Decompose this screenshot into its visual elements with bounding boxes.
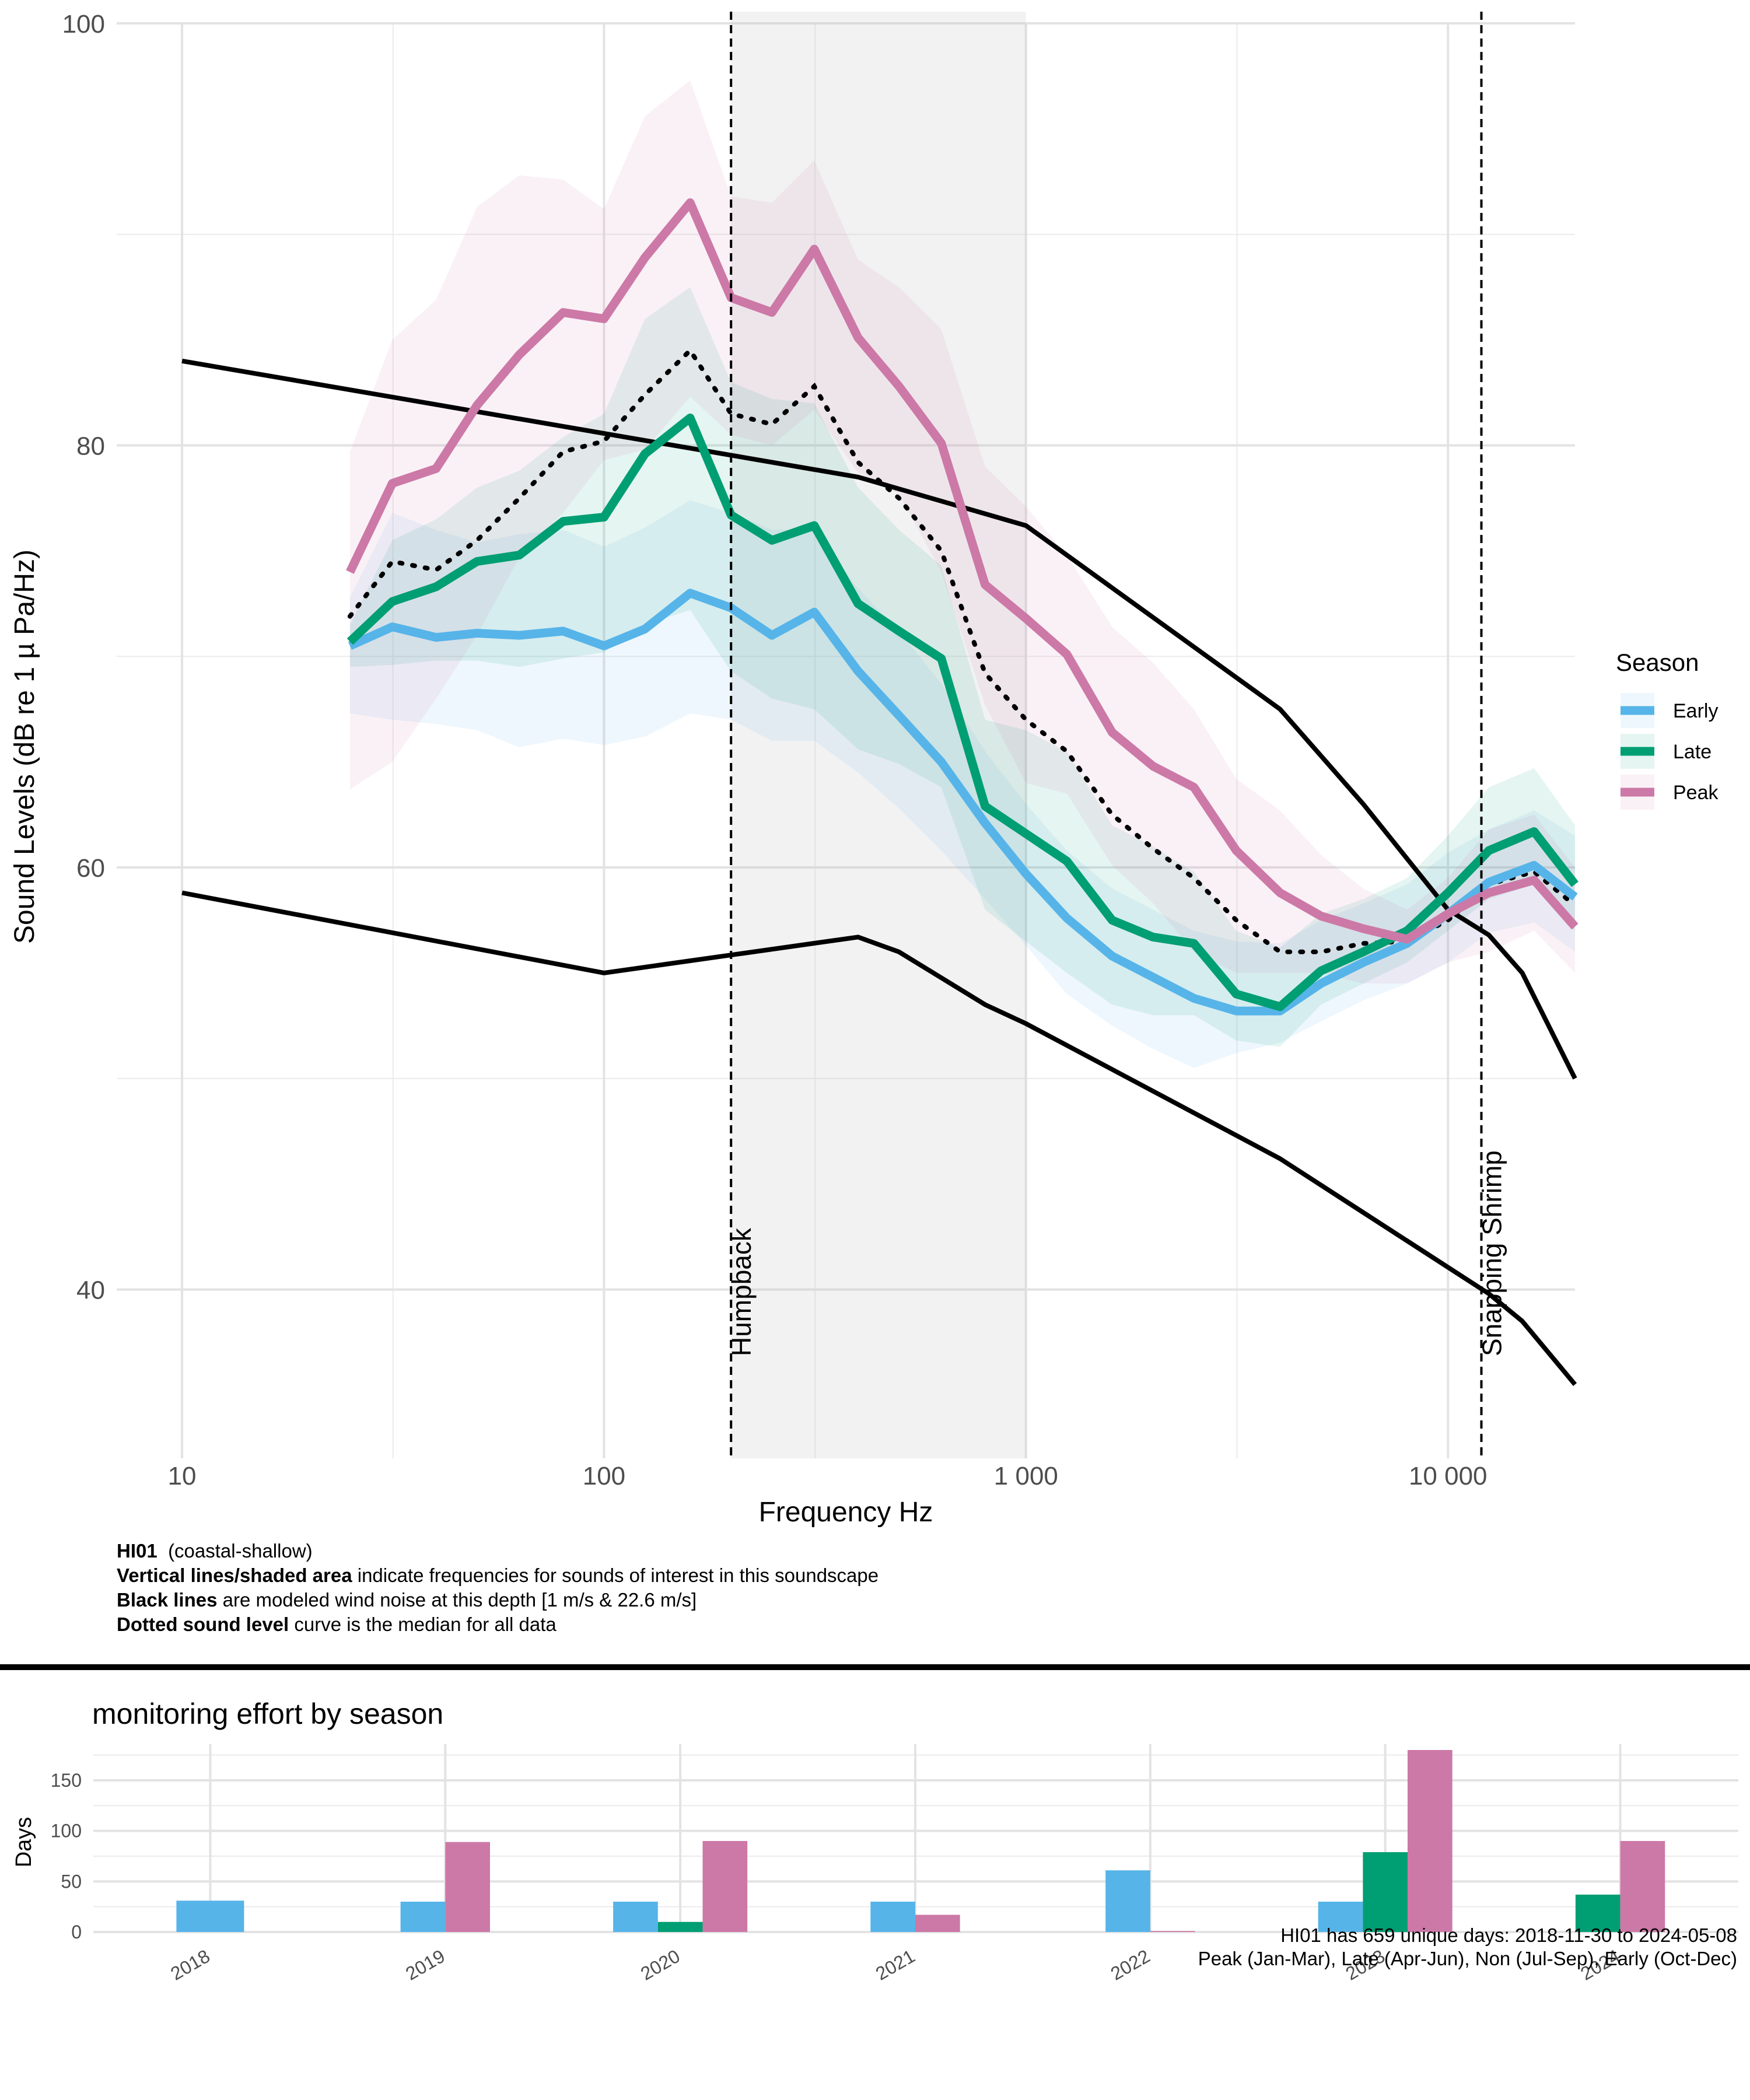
sound-of-interest-band: [731, 12, 1026, 1458]
footer-line-1: HI01 has 659 unique days: 2018-11-30 to …: [1280, 1924, 1737, 1946]
bar-2022-peak: [1150, 1931, 1195, 1932]
ribbon-late: [349, 287, 1576, 1047]
spectrum-panel: Humpback Snapping Shrimp 40 60 80 100 10 100 1 …: [9, 10, 1578, 1528]
caption-line-2-text: are modeled wind noise at this depth [1 …: [217, 1589, 697, 1611]
vertical-markers: Humpback Snapping Shrimp: [726, 12, 1507, 1458]
caption-line-2-bold: Black lines: [117, 1589, 218, 1611]
figure-caption: HI01 (coastal-shallow) Vertical lines/sh…: [117, 1539, 878, 1637]
wind-noise-line-22-6-m-s: [181, 358, 1577, 1080]
bar-2024-late: [1575, 1894, 1620, 1932]
bar-2023-late: [1363, 1852, 1408, 1932]
series-line-early: [348, 589, 1578, 1016]
bar-2021-early: [870, 1902, 915, 1932]
spectrum-grid: [117, 22, 1575, 1458]
bar-2020-peak: [702, 1841, 748, 1932]
series-line-late: [346, 414, 1578, 1012]
bar-2024-peak: [1620, 1841, 1665, 1932]
bar-2023-early: [1318, 1902, 1363, 1932]
vertical-line-label-humpback: Humpback: [726, 1227, 757, 1356]
legend-title: Season: [1616, 649, 1699, 676]
legend-items: Early Late Peak: [1620, 693, 1718, 810]
effort-x-tick-label: 2019: [402, 1945, 449, 1985]
legend-label-peak: Peak: [1673, 782, 1718, 804]
effort-grid: [93, 1744, 1738, 1933]
footer-note: HI01 has 659 unique days: 2018-11-30 to …: [1198, 1924, 1737, 1971]
caption-line-3-text: curve is the median for all data: [289, 1614, 556, 1635]
x-tick-label: 1 000: [994, 1462, 1058, 1490]
legend-label-late: Late: [1673, 741, 1712, 763]
bar-2022-early: [1105, 1870, 1150, 1932]
panel-separator: [0, 1664, 1750, 1670]
season-legend: Season Early Late Peak: [1616, 649, 1718, 810]
caption-line-2: Black lines are modeled wind noise at th…: [117, 1588, 878, 1612]
series-line-peak: [346, 198, 1578, 944]
effort-y-tick-label: 100: [51, 1821, 82, 1842]
effort-title: monitoring effort by season: [92, 1698, 443, 1730]
y-tick-label: 60: [76, 854, 105, 883]
bar-2019-early: [400, 1902, 446, 1932]
y-tick-label: 100: [62, 10, 105, 38]
effort-x-tick-label: 2020: [637, 1945, 684, 1985]
y-axis-title: Sound Levels (dB re 1 µ Pa/Hz): [9, 550, 40, 944]
caption-site-name: HI01: [117, 1540, 158, 1562]
effort-bars: [176, 1750, 1665, 1932]
caption-line-3: Dotted sound level curve is the median f…: [117, 1612, 878, 1637]
caption-line-1-bold: Vertical lines/shaded area: [117, 1564, 352, 1586]
effort-y-tick-label: 150: [51, 1770, 82, 1791]
bar-2020-early: [613, 1902, 658, 1932]
ribbon-peak: [349, 80, 1576, 984]
caption-site-line: HI01 (coastal-shallow): [117, 1539, 878, 1563]
caption-line-1-text: indicate frequencies for sounds of inter…: [352, 1564, 879, 1586]
bar-2019-peak: [445, 1842, 490, 1932]
effort-y-axis-title: Days: [12, 1817, 36, 1868]
caption-line-1: Vertical lines/shaded area indicate freq…: [117, 1563, 878, 1588]
caption-line-3-bold: Dotted sound level: [117, 1614, 289, 1635]
x-tick-label: 100: [583, 1462, 625, 1490]
shaded-frequency-band: [731, 12, 1026, 1458]
bar-2023-peak: [1408, 1750, 1452, 1932]
vertical-line-label-snapping-shrimp: Snapping Shrimp: [1477, 1150, 1507, 1356]
legend-label-early: Early: [1673, 700, 1718, 722]
effort-y-tick-label: 0: [71, 1922, 82, 1943]
x-tick-label: 10 000: [1409, 1462, 1488, 1490]
effort-x-tick-label: 2022: [1107, 1945, 1154, 1985]
x-axis-title: Frequency Hz: [759, 1497, 933, 1528]
bar-2018-early: [176, 1901, 244, 1932]
season-lines: [346, 198, 1578, 1016]
bar-2020-late: [657, 1922, 703, 1932]
y-tick-label: 40: [76, 1276, 105, 1305]
caption-site-type: (coastal-shallow): [168, 1540, 313, 1562]
spectrum-tick-labels: 40 60 80 100 10 100 1 000 10 000: [62, 10, 1488, 1490]
effort-x-tick-label: 2018: [167, 1945, 214, 1985]
footer-line-2: Peak (Jan-Mar), Late (Apr-Jun), Non (Jul…: [1198, 1948, 1737, 1969]
effort-y-tick-label: 50: [61, 1871, 82, 1892]
effort-x-tick-label: 2021: [872, 1945, 919, 1985]
bar-2021-peak: [915, 1915, 960, 1932]
y-tick-label: 80: [76, 432, 105, 461]
x-tick-label: 10: [168, 1462, 197, 1490]
